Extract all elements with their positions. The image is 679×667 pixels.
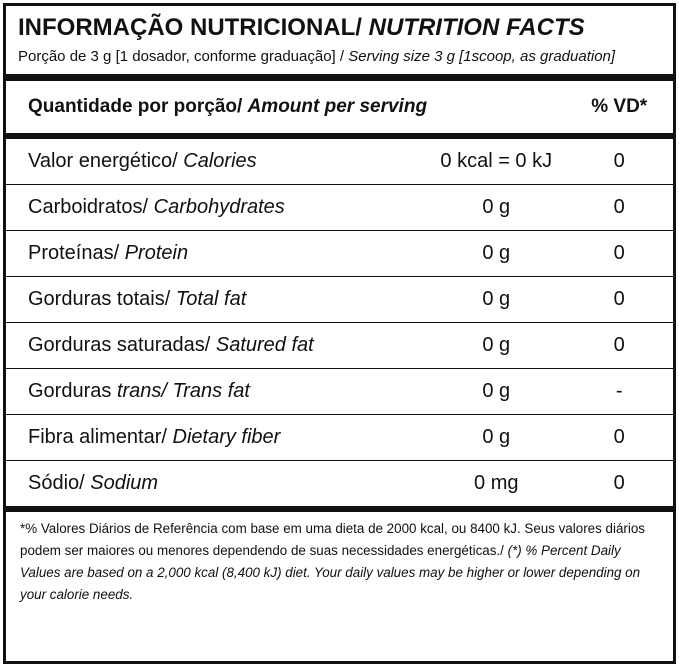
label-pt: Fibra alimentar/: [28, 426, 173, 448]
daily-value: 0: [565, 136, 673, 185]
label-en: Sodium: [90, 472, 159, 494]
label-pt: Gorduras totais/: [28, 288, 176, 310]
header-amount: [427, 81, 566, 139]
daily-value: 0: [565, 322, 673, 369]
amount: 0 mg: [427, 460, 566, 512]
header-en: Amount per serving: [247, 96, 428, 117]
label: Valor energético/ Calories: [6, 136, 428, 185]
title-en: NUTRITION FACTS: [368, 14, 585, 41]
amount: 0 kcal = 0 kJ: [427, 136, 566, 185]
label-pt: Gorduras: [28, 380, 117, 402]
label: Gorduras trans/ Trans fat: [6, 368, 428, 415]
label-en: trans/ Trans fat: [116, 380, 250, 402]
row: Sódio/ Sodium 0 mg 0: [6, 460, 673, 512]
amount: 0 g: [427, 368, 566, 415]
label-pt: Carboidratos/: [28, 196, 154, 218]
footnote-pt: *% Valores Diários de Referência com bas…: [20, 521, 645, 558]
label: Fibra alimentar/ Dietary fiber: [6, 414, 428, 461]
header-label: Quantidade por porção/ Amount per servin…: [6, 81, 428, 139]
label: Gorduras totais/ Total fat: [6, 276, 428, 323]
title: INFORMAÇÃO NUTRICIONAL/ NUTRITION FACTS: [6, 6, 673, 46]
serving-en: Serving size 3 g [1scoop, as graduation]: [348, 48, 616, 65]
serving: Porção de 3 g [1 dosador, conforme gradu…: [6, 46, 673, 81]
header-pt: Quantidade por porção/: [28, 96, 248, 117]
label-pt: Proteínas/: [28, 242, 125, 264]
label-en: Protein: [124, 242, 189, 264]
label: Gorduras saturadas/ Satured fat: [6, 322, 428, 369]
amount: 0 g: [427, 184, 566, 231]
daily-value: -: [565, 368, 673, 415]
amount: 0 g: [427, 322, 566, 369]
amount: 0 g: [427, 414, 566, 461]
label-pt: Sódio/: [28, 472, 91, 494]
label-en: Total fat: [175, 288, 247, 310]
table: Quantidade por porção/ Amount per servin…: [6, 81, 673, 512]
row: Gorduras trans/ Trans fat 0 g-: [6, 368, 673, 415]
daily-value: 0: [565, 184, 673, 231]
footnote-en: (*) % Percent Daily Values are based on …: [20, 543, 641, 602]
header-row: Quantidade por porção/ Amount per servin…: [6, 81, 673, 139]
amount: 0 g: [427, 230, 566, 277]
label-pt: Valor energético/: [28, 150, 184, 172]
daily-value: 0: [565, 276, 673, 323]
header-dv: % VD*: [565, 81, 673, 139]
label-en: Dietary fiber: [172, 426, 281, 448]
footnote: *% Valores Diários de Referência com bas…: [6, 512, 673, 606]
label-en: Calories: [183, 150, 257, 172]
label: Sódio/ Sodium: [6, 460, 428, 512]
nutrition-panel: INFORMAÇÃO NUTRICIONAL/ NUTRITION FACTS …: [3, 3, 676, 664]
label: Proteínas/ Protein: [6, 230, 428, 277]
row: Valor energético/ Calories 0 kcal = 0 kJ 0: [6, 136, 673, 185]
amount: 0 g: [427, 276, 566, 323]
label: Carboidratos/ Carbohydrates: [6, 184, 428, 231]
label-en: Satured fat: [215, 334, 314, 356]
daily-value: 0: [565, 460, 673, 512]
label-en: Carbohydrates: [153, 196, 285, 218]
title-pt: INFORMAÇÃO NUTRICIONAL/: [18, 14, 369, 41]
daily-value: 0: [565, 414, 673, 461]
label-pt: Gorduras saturadas/: [28, 334, 216, 356]
serving-pt: Porção de 3 g [1 dosador, conforme gradu…: [18, 48, 349, 65]
daily-value: 0: [565, 230, 673, 277]
